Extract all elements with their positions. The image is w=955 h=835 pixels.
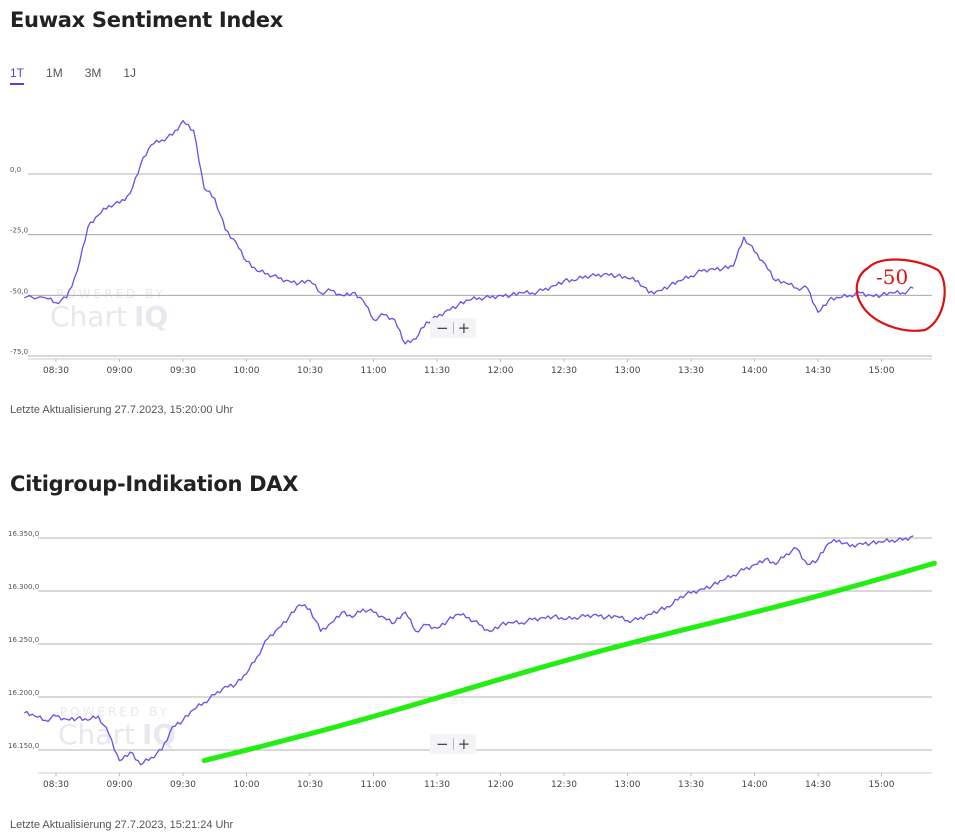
x-tick-label: 10:30	[297, 780, 323, 790]
sentiment-series	[24, 119, 914, 345]
sentiment-gridlines	[28, 173, 932, 360]
citi-series	[23, 535, 937, 766]
citi-title: Citigroup-Indikation DAX	[10, 472, 299, 496]
sentiment-chart[interactable]: POWERED BY Chart IQ 0,0 -25,0 -50,0 -75,0 0…	[0, 0, 955, 400]
x-tick-label: 13:30	[678, 366, 704, 376]
y-tick-label: 16.350,0	[8, 530, 39, 538]
x-tick-label: 14:30	[805, 780, 831, 790]
x-tick-label: 13:00	[615, 780, 641, 790]
series-line	[23, 535, 914, 766]
sentiment-last-updated: Letzte Aktualisierung 27.7.2023, 15:20:0…	[10, 404, 234, 416]
y-tick-label: 16.250,0	[8, 636, 39, 644]
watermark-iq: IQ	[142, 718, 176, 751]
citi-gridlines	[38, 537, 932, 774]
zoom-out-button[interactable]: −	[436, 735, 449, 753]
x-tick-label: 12:30	[551, 366, 577, 376]
x-tick-label: 11:00	[361, 366, 387, 376]
zoom-in-button[interactable]: +	[457, 735, 471, 753]
sentiment-zoom-control: − +	[430, 318, 477, 338]
sentiment-title: Euwax Sentiment Index	[10, 8, 283, 32]
zoom-out-button[interactable]: −	[436, 319, 449, 337]
x-tick-label: 13:30	[678, 780, 704, 790]
x-tick-label: 10:00	[234, 780, 260, 790]
x-tick-label: 08:30	[43, 366, 69, 376]
citi-x-axis: 08:30 09:00 09:30 10:00 10:30 11:00 11:30 12:00…	[43, 773, 895, 790]
series-line	[24, 119, 914, 345]
x-tick-label: 11:30	[424, 366, 450, 376]
citi-watermark: POWERED BY Chart IQ	[58, 705, 176, 751]
watermark-chart: Chart	[58, 718, 135, 751]
tab-1j[interactable]: 1J	[123, 66, 137, 80]
x-tick-label: 14:00	[742, 366, 768, 376]
range-tabs: 1T 1M 3M 1J	[10, 66, 136, 85]
citi-last-updated: Letzte Aktualisierung 27.7.2023, 15:21:2…	[10, 819, 234, 831]
y-tick-label: 16.200,0	[8, 689, 39, 697]
y-tick-label: -25,0	[10, 227, 28, 235]
watermark-powered-by: POWERED BY	[56, 287, 166, 301]
x-tick-label: 11:00	[361, 780, 387, 790]
x-tick-label: 13:00	[615, 366, 641, 376]
x-tick-label: 09:00	[107, 366, 133, 376]
x-tick-label: 15:00	[869, 366, 895, 376]
x-tick-label: 09:30	[170, 366, 196, 376]
citi-y-axis: 16.150,0 16.200,0 16.250,0 16.300,0 16.350,0	[8, 530, 39, 750]
x-tick-label: 12:00	[488, 366, 514, 376]
sentiment-x-axis: 08:30 09:00 09:30 10:00 10:30 11:00 11:30 12:00…	[43, 359, 895, 376]
x-tick-label: 11:30	[424, 780, 450, 790]
zoom-separator	[452, 738, 454, 750]
watermark-powered-by: POWERED BY	[60, 705, 170, 719]
tab-3m[interactable]: 3M	[84, 66, 102, 80]
tab-1t[interactable]: 1T	[10, 66, 25, 85]
watermark-chart: Chart	[50, 300, 127, 333]
sentiment-y-axis: 0,0 -25,0 -50,0 -75,0	[10, 166, 28, 356]
annotation-circle	[855, 258, 946, 332]
annotation-group: -50	[855, 258, 946, 332]
y-tick-label: -75,0	[10, 348, 28, 356]
x-tick-label: 10:30	[297, 366, 323, 376]
watermark-iq: IQ	[134, 300, 168, 333]
y-tick-label: -50,0	[10, 287, 28, 295]
y-tick-label: 16.300,0	[8, 583, 39, 591]
x-tick-label: 15:00	[869, 780, 895, 790]
x-tick-label: 08:30	[43, 780, 69, 790]
annotation-label: -50	[876, 265, 908, 289]
x-tick-label: 09:00	[107, 780, 133, 790]
x-tick-label: 10:00	[234, 366, 260, 376]
x-tick-label: 12:00	[488, 780, 514, 790]
zoom-in-button[interactable]: +	[457, 319, 471, 337]
trend-line	[201, 560, 937, 764]
y-tick-label: 0,0	[10, 166, 21, 174]
x-tick-label: 14:00	[742, 780, 768, 790]
y-tick-label: 16.150,0	[8, 742, 39, 750]
x-tick-label: 09:30	[170, 780, 196, 790]
citi-zoom-control: − +	[430, 734, 477, 754]
zoom-separator	[452, 322, 454, 334]
x-tick-label: 14:30	[805, 366, 831, 376]
x-tick-label: 12:30	[551, 780, 577, 790]
tab-1m[interactable]: 1M	[46, 66, 63, 80]
sentiment-watermark: POWERED BY Chart IQ	[50, 287, 168, 333]
